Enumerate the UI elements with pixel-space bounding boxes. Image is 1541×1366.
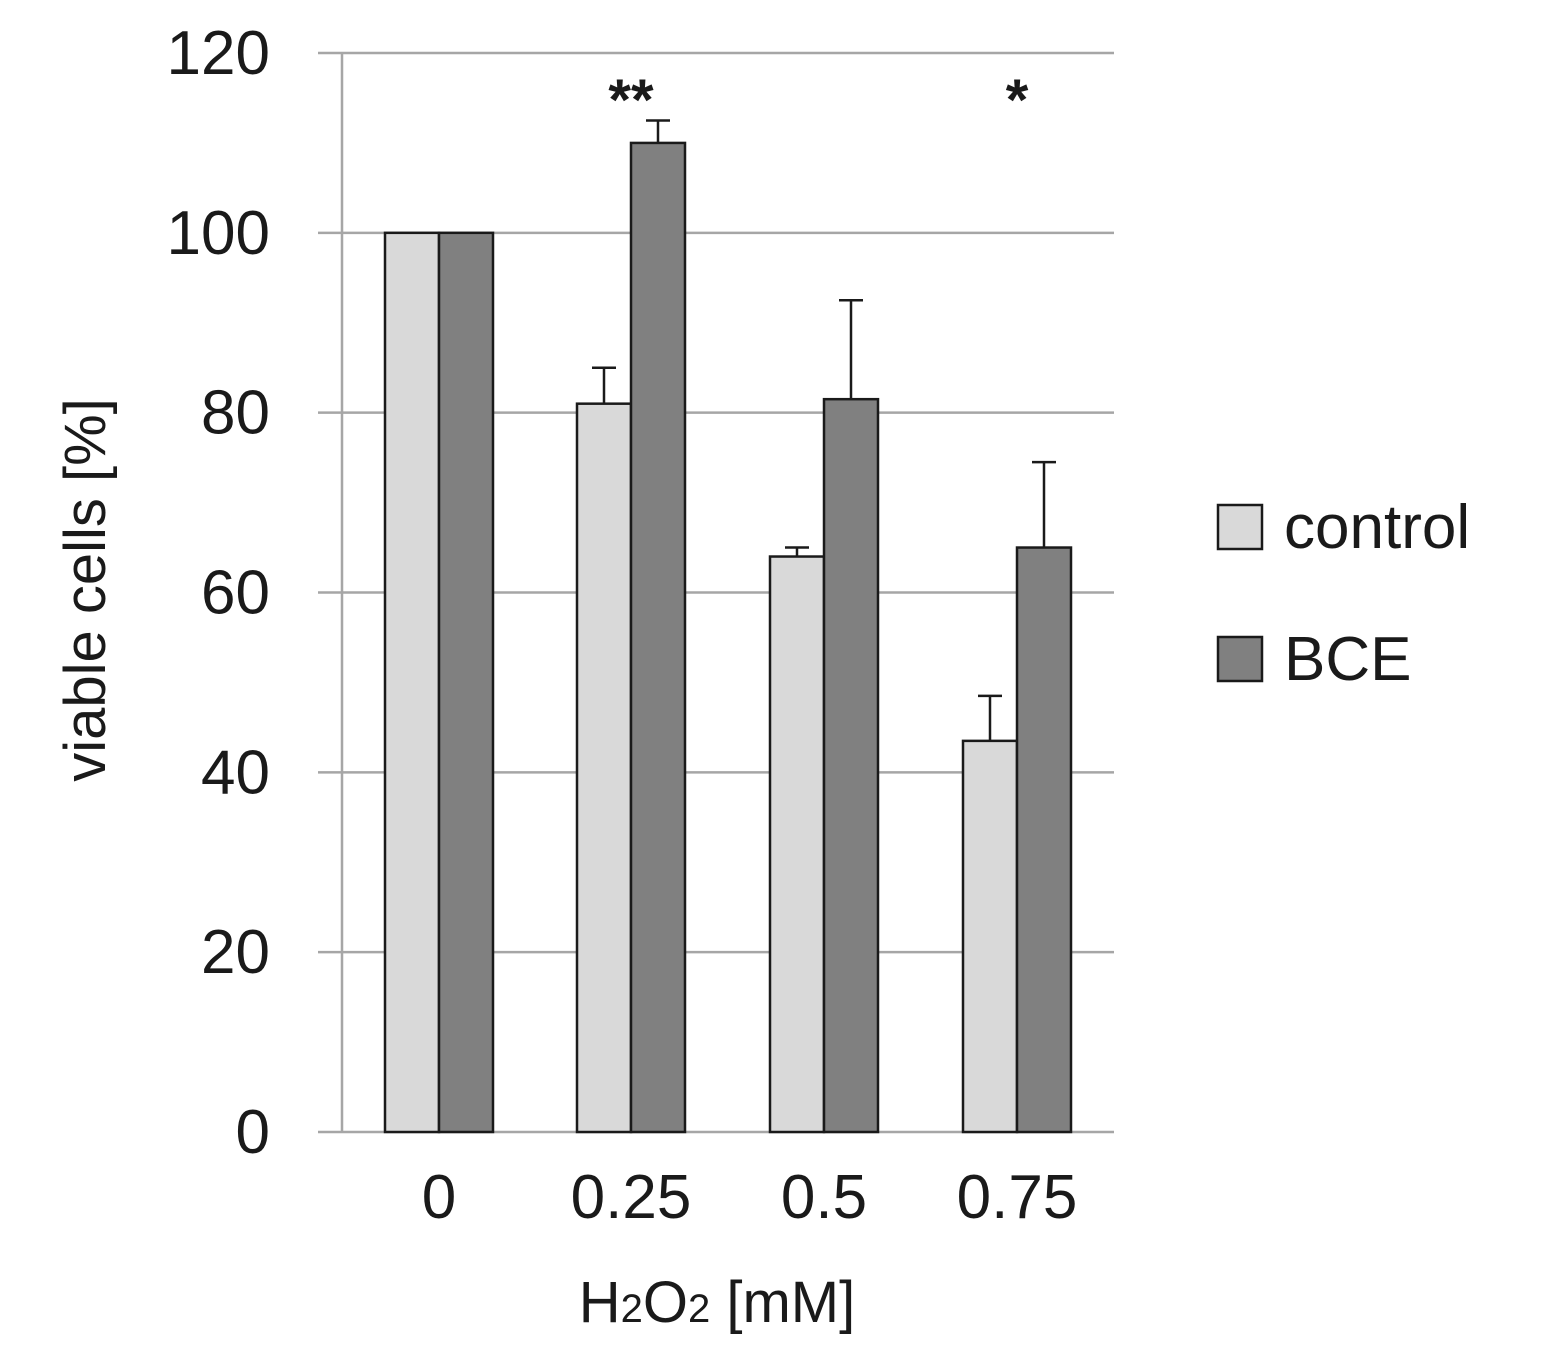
bar-control-0 — [383, 231, 441, 1134]
legend-swatch-bce — [1216, 635, 1264, 683]
y-tick-label: 0 — [236, 1098, 270, 1167]
error-bar-bce-3 — [1032, 460, 1056, 548]
y-tick-label: 120 — [167, 19, 270, 88]
error-bar-control-1 — [592, 366, 616, 404]
x-axis-title-subscript: 2 — [688, 1287, 710, 1331]
bar-bce-3 — [1015, 546, 1073, 1134]
significance-mark: ** — [608, 68, 654, 133]
significance-marks: ** * — [608, 68, 1028, 133]
error-bar-bce-2 — [839, 299, 863, 400]
bar-control-3 — [961, 739, 1019, 1134]
x-axis-title-subscript: 2 — [621, 1287, 643, 1331]
legend-swatch-control — [1216, 503, 1264, 551]
legend: control BCE — [1216, 493, 1470, 694]
error-bar-control-3 — [978, 694, 1002, 741]
x-axis-title-part: [mM] — [710, 1270, 855, 1335]
bar-bce-0 — [437, 231, 495, 1134]
y-tick-label: 40 — [201, 738, 270, 807]
error-bar-bce-1 — [646, 119, 670, 143]
y-tick-labels: 0 20 40 60 80 100 120 — [167, 19, 270, 1167]
legend-label-bce: BCE — [1284, 625, 1411, 694]
legend-label-control: control — [1284, 493, 1470, 562]
x-tick-label: 0.75 — [957, 1163, 1078, 1232]
x-axis-title: H2O2 [mM] — [579, 1270, 856, 1335]
bars — [383, 141, 1073, 1134]
x-axis-title-part: O — [643, 1270, 688, 1335]
y-tick-label: 60 — [201, 559, 270, 628]
bar-control-1 — [575, 402, 633, 1134]
x-tick-label: 0.25 — [571, 1163, 692, 1232]
error-bars — [592, 119, 1056, 741]
bar-control-2 — [768, 555, 826, 1134]
x-axis-title-part: H — [579, 1270, 621, 1335]
error-bar-control-2 — [785, 546, 809, 557]
y-tick-label: 100 — [167, 199, 270, 268]
y-axis-title: viable cells [%] — [53, 398, 118, 782]
y-tick-label: 80 — [201, 379, 270, 448]
bar-bce-2 — [822, 397, 880, 1134]
bar-bce-1 — [629, 141, 687, 1134]
significance-mark: * — [1006, 68, 1029, 133]
x-tick-label: 0 — [422, 1163, 456, 1232]
y-tick-label: 20 — [201, 918, 270, 987]
x-tick-label: 0.5 — [781, 1163, 867, 1232]
x-tick-labels: 0 0.25 0.5 0.75 — [422, 1163, 1078, 1232]
